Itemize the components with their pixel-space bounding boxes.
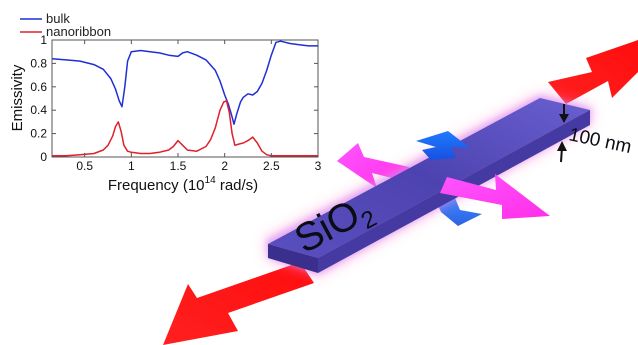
blue-arrow-upper	[416, 131, 470, 160]
x-axis-title: Frequency (1014 rad/s)	[108, 175, 258, 194]
legend-label-bulk: bulk	[46, 11, 70, 26]
x-tick-label: 2	[221, 159, 228, 173]
y-tick-label: 0.8	[30, 56, 47, 70]
y-tick-label: 1	[40, 33, 47, 47]
thickness-arrows	[557, 104, 569, 163]
ribbon-top-face	[268, 98, 590, 258]
series-line-nanoribbon	[52, 100, 318, 157]
red-arrow-lower	[163, 262, 314, 345]
y-axis-title: Emissivity	[9, 64, 26, 131]
x-tick-label: 2.5	[263, 159, 280, 173]
y-tick-label: 0.4	[30, 103, 47, 117]
x-axis-title-unit: rad/s)	[216, 177, 259, 194]
plot-ticks: 0.5 1 1.5 2 2.5 3 0 0.2 0.4 0.6 0.8 1	[30, 33, 321, 173]
plot-frame	[51, 39, 319, 158]
magenta-arrow-right	[440, 174, 550, 219]
red-arrow-upper	[548, 40, 638, 104]
plot-series	[51, 40, 318, 157]
legend: bulk nanoribbon	[20, 11, 111, 39]
series-line-bulk	[51, 40, 318, 125]
y-tick-label: 0	[40, 150, 47, 164]
legend-label-nanoribbon: nanoribbon	[46, 24, 111, 39]
thickness-label: 100 nm	[567, 124, 633, 158]
x-tick-label: 0.5	[76, 159, 93, 173]
emissivity-chart: 0.5 1 1.5 2 2.5 3 0 0.2 0.4 0.6 0.8 1 bulk nanoribb…	[9, 11, 322, 194]
x-tick-label: 1	[128, 159, 135, 173]
blue-arrow-lower	[437, 198, 482, 226]
ribbon-front-face	[268, 244, 318, 273]
x-tick-label: 3	[315, 159, 322, 173]
plot-area	[51, 39, 319, 158]
y-tick-label: 0.2	[30, 127, 47, 141]
x-axis-title-exponent: 14	[205, 175, 217, 186]
x-axis-title-main: Frequency (10	[108, 177, 205, 194]
x-tick-label: 1.5	[170, 159, 187, 173]
y-tick-label: 0.6	[30, 80, 47, 94]
